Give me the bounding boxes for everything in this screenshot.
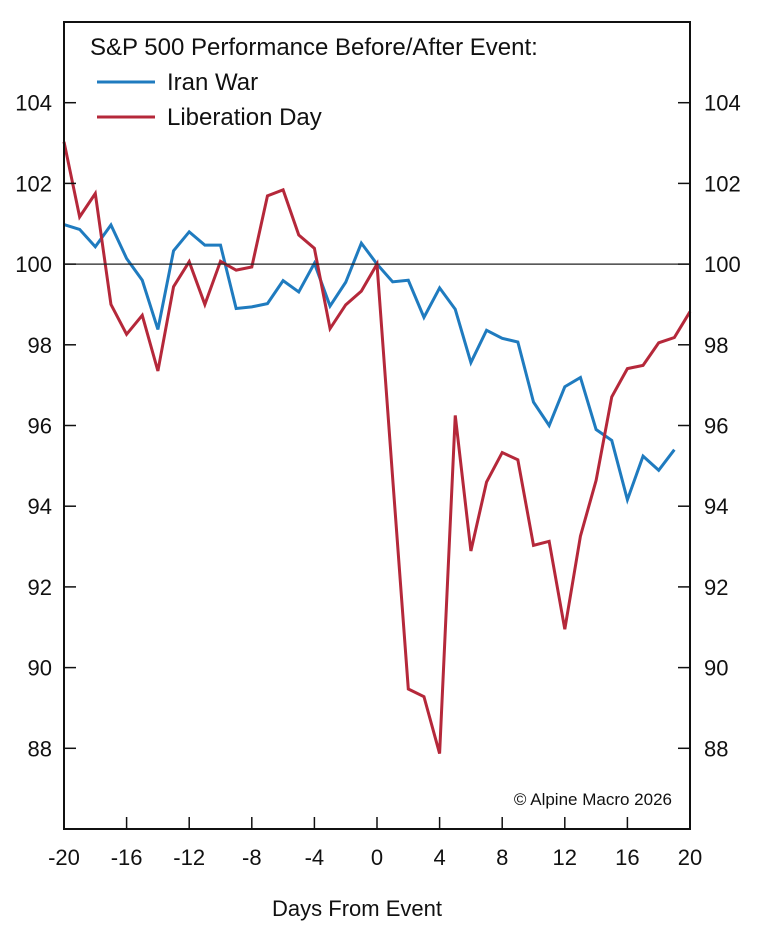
x-tick-label: 20 bbox=[678, 845, 702, 870]
y-tick-label-left: 96 bbox=[28, 414, 52, 439]
y-tick-label-left: 94 bbox=[28, 494, 52, 519]
x-tick-label: 4 bbox=[433, 845, 445, 870]
y-tick-label-right: 96 bbox=[704, 414, 728, 439]
y-tick-label-left: 98 bbox=[28, 333, 52, 358]
copyright-annotation: © Alpine Macro 2026 bbox=[514, 790, 672, 809]
x-tick-label: -16 bbox=[111, 845, 143, 870]
x-tick-label: -8 bbox=[242, 845, 262, 870]
x-tick-label: -12 bbox=[173, 845, 205, 870]
y-tick-label-right: 94 bbox=[704, 494, 728, 519]
y-tick-label-left: 90 bbox=[28, 656, 52, 681]
y-tick-label-right: 92 bbox=[704, 575, 728, 600]
chart-title: S&P 500 Performance Before/After Event: bbox=[90, 34, 538, 61]
y-tick-label-right: 90 bbox=[704, 656, 728, 681]
y-tick-label-right: 102 bbox=[704, 171, 741, 196]
x-axis: -20 -16 -12 -8 -4 0 4 8 12 16 20 bbox=[48, 817, 702, 870]
series-line-iran-war bbox=[63, 222, 676, 505]
x-tick-label: 0 bbox=[371, 845, 383, 870]
y-tick-label-left: 92 bbox=[28, 575, 52, 600]
y-tick-label-right: 98 bbox=[704, 333, 728, 358]
x-tick-label: 16 bbox=[615, 845, 639, 870]
x-tick-label: 12 bbox=[553, 845, 577, 870]
series-layer bbox=[62, 141, 692, 754]
legend-label-liberation-day: Liberation Day bbox=[167, 104, 322, 131]
x-tick-label: -4 bbox=[305, 845, 325, 870]
y-axis-left: 88 90 92 94 96 98 100 102 104 bbox=[15, 91, 76, 761]
y-tick-label-left: 100 bbox=[15, 252, 52, 277]
y-tick-label-right: 88 bbox=[704, 736, 728, 761]
x-axis-label: Days From Event bbox=[272, 896, 442, 921]
legend-label-iran-war: Iran War bbox=[167, 69, 258, 96]
legend-item-liberation-day: Liberation Day bbox=[97, 104, 322, 131]
y-axis-right: 88 90 92 94 96 98 100 102 104 bbox=[678, 91, 741, 761]
legend: Iran War Liberation Day bbox=[97, 69, 322, 131]
y-tick-label-right: 104 bbox=[704, 91, 741, 116]
y-tick-label-right: 100 bbox=[704, 252, 741, 277]
legend-item-iran-war: Iran War bbox=[97, 69, 258, 96]
x-tick-label: 8 bbox=[496, 845, 508, 870]
y-tick-label-left: 104 bbox=[15, 91, 52, 116]
y-tick-label-left: 88 bbox=[28, 736, 52, 761]
y-tick-label-left: 102 bbox=[15, 171, 52, 196]
series-line-liberation-day bbox=[62, 141, 692, 754]
x-tick-label: -20 bbox=[48, 845, 80, 870]
